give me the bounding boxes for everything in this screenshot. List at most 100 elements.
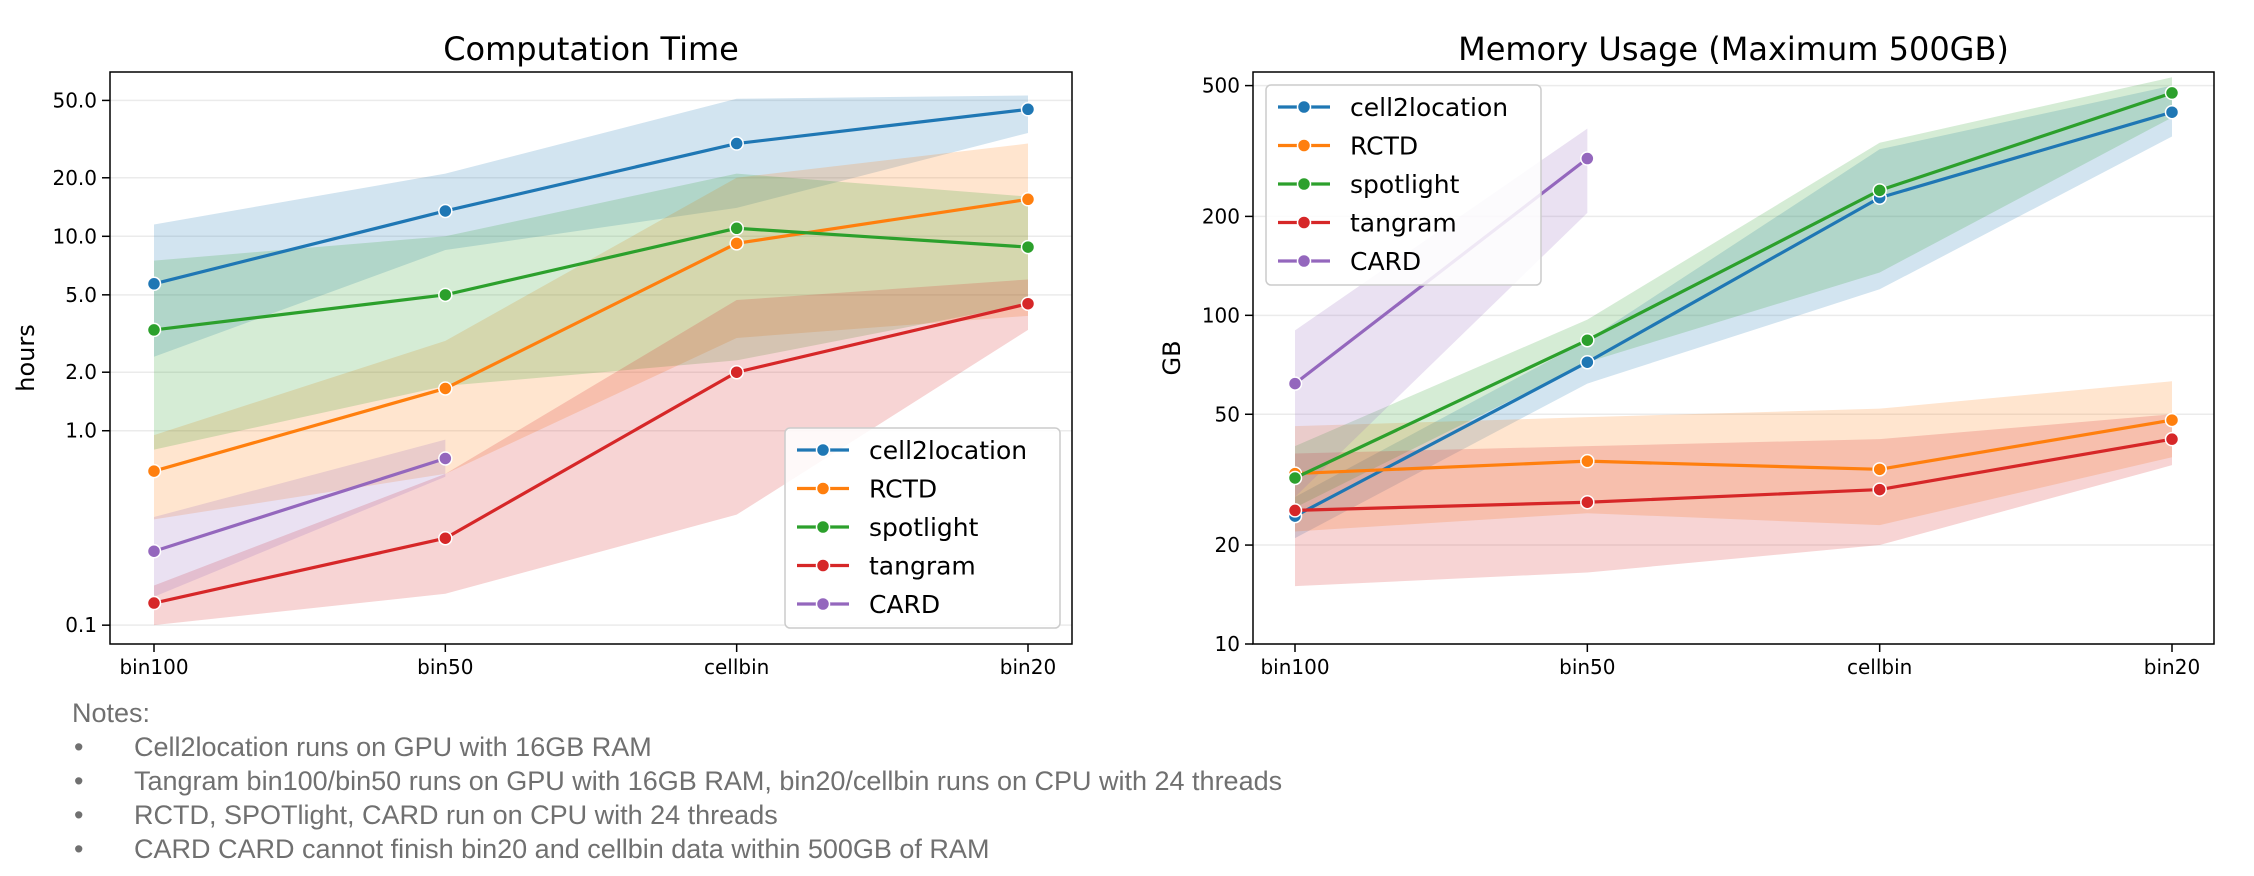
chart-title: Computation Time (443, 30, 739, 68)
legend-marker (815, 558, 831, 573)
data-point (438, 451, 453, 466)
note-text: CARD CARD cannot finish bin20 and cellbi… (134, 834, 990, 864)
y-tick-label: 20.0 (52, 166, 97, 190)
bullet-icon: • (74, 800, 84, 830)
notes-list: • Cell2location runs on GPU with 16GB RAM… (72, 730, 2222, 866)
y-tick-label: 200 (1202, 204, 1240, 228)
confidence-band-spotlight (154, 173, 1028, 450)
computation-time-chart: 0.1 1.0 2.0 5.0 10.0 20.0 50.0 bin100 bin50 cellb… (12, 30, 1073, 679)
legend-label: spotlight (869, 513, 979, 542)
legend-label: tangram (1350, 209, 1457, 238)
data-point (1872, 183, 1887, 198)
legend-label: RCTD (869, 475, 937, 504)
legend-marker (1296, 253, 1312, 269)
confidence-band-cell2location (154, 95, 1028, 357)
data-point (2164, 85, 2180, 101)
x-tick-label: bin20 (1000, 655, 1056, 679)
note-item: • Tangram bin100/bin50 runs on GPU with 1… (72, 764, 2222, 798)
data-point (1580, 354, 1595, 370)
confidence-band-rctd (154, 143, 1028, 520)
charts-figure: 0.1 1.0 2.0 5.0 10.0 20.0 50.0 bin100 bin50 cellb… (12, 30, 2215, 679)
y-tick-label: 5.0 (65, 283, 97, 307)
note-text: Tangram bin100/bin50 runs on GPU with 16… (134, 766, 1283, 796)
data-point (438, 530, 453, 546)
series-line-tangram (153, 302, 1029, 605)
series-line-rctd (153, 197, 1029, 473)
note-item: • RCTD, SPOTlight, CARD run on CPU with 2… (72, 798, 2222, 832)
x-tick-label: bin100 (119, 655, 188, 679)
y-tick-label: 20 (1215, 533, 1240, 557)
note-text: Cell2location runs on GPU with 16GB RAM (134, 732, 652, 762)
data-point (1020, 296, 1036, 311)
legend-label: spotlight (1350, 170, 1460, 199)
y-axis-label: hours (12, 324, 40, 391)
data-point (1020, 102, 1036, 117)
notes-title: Notes: (72, 698, 151, 728)
data-point (146, 543, 162, 559)
x-tick-label: bin20 (2144, 655, 2200, 679)
plot-frame (1252, 71, 2215, 645)
legend-box (784, 427, 1061, 629)
data-point (1580, 332, 1595, 348)
series-line-spotlight (153, 226, 1029, 332)
data-point (729, 236, 744, 251)
legend-marker (1296, 215, 1312, 230)
y-tick-label: 50 (1215, 402, 1240, 426)
x-tick-label: bin50 (417, 655, 473, 679)
confidence-band-cell2location (1295, 85, 2172, 539)
y-tick-label: 10.0 (52, 224, 97, 248)
note-item: • CARD CARD cannot finish bin20 and cellb… (72, 832, 2222, 866)
legend-marker (815, 519, 831, 535)
legend-label: RCTD (1350, 132, 1418, 161)
bullet-icon: • (74, 766, 84, 796)
y-tick-label: 2.0 (65, 360, 97, 384)
data-point (438, 203, 453, 219)
y-tick-label: 0.1 (65, 613, 97, 637)
confidence-band-card (154, 439, 446, 597)
legend-marker (1296, 99, 1312, 115)
data-point (2164, 431, 2180, 447)
data-point (146, 595, 162, 611)
y-tick-label: 1.0 (65, 419, 97, 443)
data-point (1287, 376, 1303, 391)
data-point (1020, 239, 1036, 255)
y-tick-label: 500 (1202, 74, 1240, 98)
data-point (1580, 151, 1595, 166)
legend-label: CARD (1350, 247, 1421, 276)
legend-label: cell2location (1350, 93, 1508, 122)
legend-marker (815, 442, 831, 458)
legend-box (1265, 84, 1542, 286)
series-line-tangram (1294, 437, 2173, 512)
y-tick-label: 50.0 (52, 88, 97, 112)
chart-title: Memory Usage (Maximum 500GB) (1458, 30, 2009, 68)
data-point (146, 463, 162, 479)
legend-marker (815, 596, 831, 612)
data-point (729, 136, 744, 151)
series-line-cell2location (1294, 110, 2173, 518)
data-point (2164, 412, 2180, 428)
legend-label: tangram (869, 552, 976, 581)
legend-marker (815, 481, 831, 496)
data-point (146, 276, 162, 292)
confidence-band-tangram (154, 279, 1028, 626)
series-line-spotlight (1294, 91, 2173, 480)
memory-usage-chart: 10 20 50 100 200 500 bin100 bin50 cellbin bin20 Me… (1158, 30, 2215, 679)
x-tick-label: bin50 (1559, 655, 1615, 679)
data-point (1287, 503, 1303, 518)
data-point (438, 381, 453, 396)
data-point (1020, 192, 1036, 207)
y-tick-label: 100 (1202, 303, 1240, 327)
data-point (1872, 482, 1887, 497)
data-point (729, 364, 744, 380)
x-tick-label: cellbin (704, 655, 769, 679)
data-point (1872, 462, 1887, 477)
series-line-cell2location (153, 107, 1029, 286)
confidence-band-rctd (1295, 381, 2172, 532)
bullet-icon: • (74, 732, 84, 762)
data-point (1580, 494, 1595, 510)
data-point (146, 322, 162, 338)
plot-frame (109, 71, 1073, 645)
y-axis-label: GB (1158, 340, 1186, 375)
data-point (2164, 104, 2180, 120)
data-point (729, 221, 744, 236)
